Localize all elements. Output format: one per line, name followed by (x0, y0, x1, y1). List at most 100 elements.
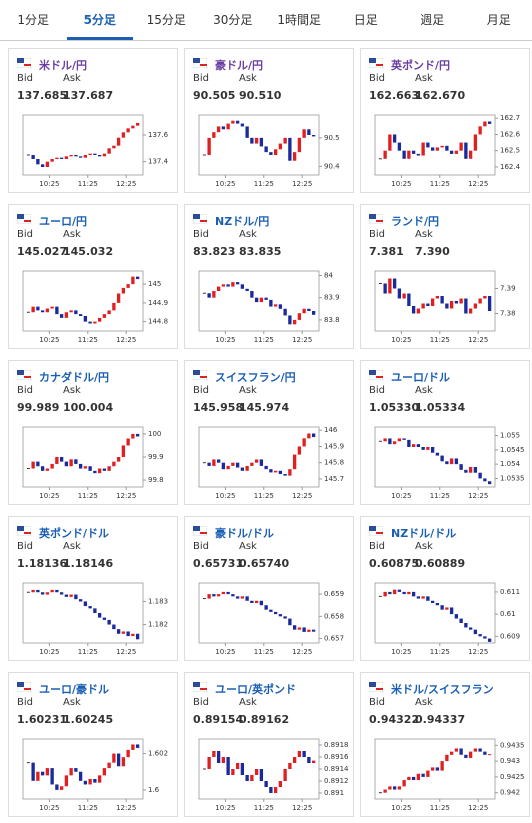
y-tick-label: 146 (324, 426, 338, 434)
tab[interactable]: 日足 (353, 13, 378, 27)
candle (131, 125, 135, 129)
tab[interactable]: 1分足 (17, 13, 50, 27)
flag-stripe (17, 370, 24, 375)
bid-value: 1.60231 (17, 713, 68, 726)
candle (283, 308, 287, 316)
candle (288, 618, 292, 626)
candle (297, 751, 302, 757)
pair-name[interactable]: NZドル/円 (215, 215, 270, 228)
candle (297, 446, 302, 455)
pair-name[interactable]: 英ポンド/円 (391, 59, 451, 72)
rate-card: 米ドル/スイスフラン Bid Ask 0.94322 0.94337 0.942 0.942… (360, 672, 530, 817)
candle (407, 776, 411, 781)
pair-name[interactable]: ユーロ/豪ドル (39, 683, 110, 696)
tab[interactable]: 週足 (420, 13, 445, 27)
y-tick-label: 0.8912 (324, 777, 349, 785)
candle (440, 605, 444, 610)
x-tick-label: 10:25 (39, 336, 59, 344)
candle (212, 132, 216, 138)
ask-label: Ask (239, 73, 257, 84)
candle (288, 315, 292, 325)
tab[interactable]: 15分足 (146, 13, 186, 27)
candle (421, 303, 425, 309)
flag-stripe (369, 370, 376, 375)
candle (449, 607, 454, 615)
candle (226, 123, 230, 130)
bid-value: 145.958 (193, 401, 244, 414)
candle (468, 308, 473, 314)
ask-value: 90.510 (239, 89, 282, 102)
candle (264, 297, 268, 300)
pair-name[interactable]: ユーロ/英ポンド (215, 683, 297, 696)
candle (78, 156, 83, 158)
candle (473, 748, 478, 752)
x-tick-label: 12:25 (292, 336, 312, 344)
bid-label: Bid (369, 697, 385, 708)
flag-stripe (369, 58, 376, 63)
candle (50, 589, 54, 593)
y-tick-label: 0.9425 (500, 773, 525, 781)
candle (473, 629, 478, 635)
pair-name[interactable]: 米ドル/スイスフラン (391, 683, 494, 696)
candle (55, 784, 59, 790)
ask-value: 0.65740 (239, 557, 290, 570)
candle (45, 468, 50, 471)
x-tick-label: 11:25 (254, 648, 274, 656)
candle (269, 787, 273, 793)
pair-name[interactable]: ユーロ/円 (39, 215, 88, 228)
pair-name[interactable]: 英ポンド/ドル (39, 527, 110, 540)
candle (69, 768, 73, 776)
y-tick-label: 84 (324, 271, 333, 279)
candle (473, 467, 478, 473)
candle (407, 150, 411, 159)
candle (264, 146, 268, 153)
x-tick-label: 12:25 (468, 336, 488, 344)
candle (464, 469, 468, 473)
y-tick-label: 1.0535 (500, 474, 525, 482)
candle (221, 284, 226, 287)
tab[interactable]: 月足 (486, 13, 511, 27)
mini-chart: 1.0535 1.054 1.0545 1.055 10:25 11:25 12:25 (374, 426, 525, 500)
candle (449, 301, 454, 309)
pair-name[interactable]: カナダドル/円 (39, 371, 110, 384)
rate-card: NZドル/ドル Bid Ask 0.60875 0.60889 0.609 0.61 0.61… (360, 516, 530, 661)
flag-stripe (200, 64, 207, 66)
flag-stripe (17, 682, 24, 687)
candle (36, 306, 40, 311)
flag-stripe (193, 370, 200, 375)
candle (107, 466, 111, 471)
candle (102, 468, 107, 471)
rate-card: カナダドル/円 Bid Ask 99.989 100.004 99.8 99.9 100 10:… (8, 360, 178, 505)
candle (273, 611, 278, 615)
x-tick-label: 10:25 (391, 648, 411, 656)
pair-name[interactable]: 米ドル/円 (39, 59, 88, 72)
x-tick-label: 11:25 (254, 336, 274, 344)
tab[interactable]: 5分足 (66, 0, 133, 40)
x-tick-label: 11:25 (254, 180, 274, 188)
candle (216, 751, 221, 763)
pair-name[interactable]: ランド/円 (391, 215, 440, 228)
tab[interactable]: 30分足 (213, 13, 253, 27)
bid-label: Bid (17, 385, 33, 396)
candle (421, 447, 425, 450)
candle (411, 776, 416, 781)
plot-frame (198, 582, 320, 644)
flag-stripe (376, 64, 383, 66)
pair-name[interactable]: 豪ドル/円 (215, 59, 264, 72)
x-tick-label: 11:25 (78, 804, 98, 812)
candle (297, 313, 302, 320)
candle (407, 439, 411, 447)
pair-name[interactable]: 豪ドル/ドル (215, 527, 275, 540)
y-tick-label: 1.055 (500, 432, 520, 440)
candle (383, 150, 387, 159)
pair-name[interactable]: NZドル/ドル (391, 527, 457, 540)
pair-name[interactable]: スイスフラン/円 (215, 371, 296, 384)
pair-name[interactable]: ユーロ/ドル (391, 371, 451, 384)
candle (392, 441, 397, 445)
tab[interactable]: 1時間足 (277, 13, 322, 27)
candle (59, 314, 64, 318)
y-tick-label: 1.0545 (500, 446, 525, 454)
candle (126, 438, 130, 446)
y-tick-label: 162.6 (500, 130, 521, 138)
bid-value: 0.65731 (193, 557, 244, 570)
